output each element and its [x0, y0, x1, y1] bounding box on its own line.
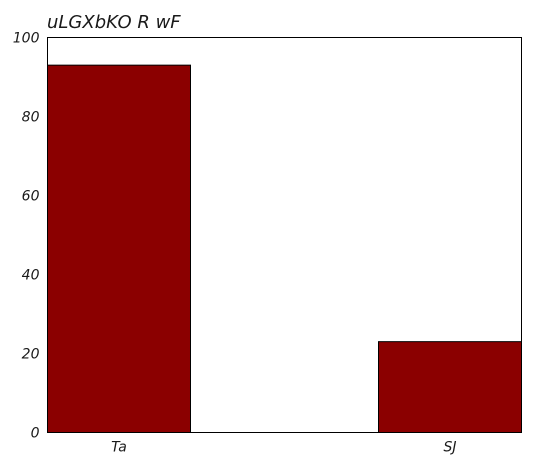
- chart-title: uLGXbKO R wF: [47, 12, 181, 33]
- y-tick-label: 40: [22, 268, 40, 284]
- y-axis: 0 20 40 60 80 100: [13, 31, 40, 442]
- bars: [47, 64, 522, 434]
- plot-frame: [47, 37, 522, 433]
- x-axis: Ta SJ: [111, 440, 456, 456]
- y-tick-label: 60: [22, 189, 40, 205]
- bar-Ta: [47, 64, 191, 434]
- x-tick-label: SJ: [443, 440, 456, 456]
- y-tick-label: 0: [31, 426, 40, 442]
- y-tick-label: 80: [22, 110, 40, 126]
- bar-SJ: [378, 341, 522, 433]
- y-tick-label: 20: [22, 347, 40, 363]
- x-tick-label: Ta: [111, 440, 127, 456]
- y-tick-label: 100: [13, 31, 40, 47]
